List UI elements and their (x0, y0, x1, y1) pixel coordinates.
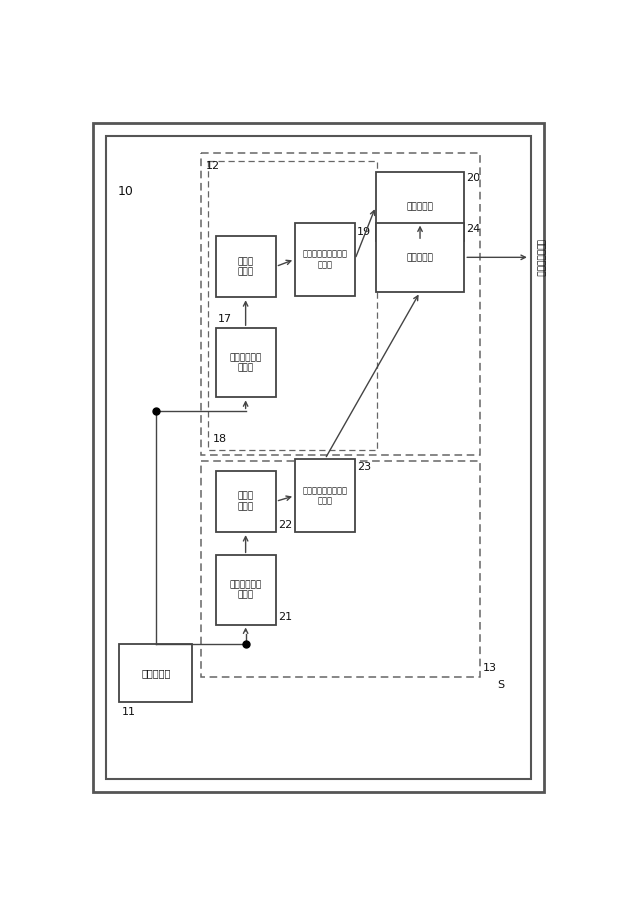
Text: データ
保存部: データ 保存部 (238, 257, 254, 276)
Text: テンプレート
作成部: テンプレート 作成部 (230, 353, 262, 372)
Text: 12: 12 (206, 160, 220, 170)
Bar (201, 153, 480, 455)
Text: オプティカルフロー
検出部: オプティカルフロー 検出部 (302, 249, 348, 269)
Bar (216, 555, 276, 624)
Text: 21: 21 (278, 612, 292, 622)
Bar (376, 172, 464, 241)
Bar (216, 236, 276, 297)
Bar (295, 459, 355, 532)
Text: オプティカルフロー
検出部: オプティカルフロー 検出部 (302, 486, 348, 506)
Text: 11: 11 (122, 708, 136, 718)
Text: モータ驱動部へ: モータ驱動部へ (535, 238, 544, 276)
Text: 19: 19 (357, 226, 371, 237)
Text: テンプレート
作成部: テンプレート 作成部 (230, 580, 262, 600)
Text: 20: 20 (466, 173, 481, 183)
Text: 18: 18 (213, 434, 226, 444)
Bar (216, 328, 276, 398)
Bar (201, 461, 480, 677)
Bar (106, 136, 531, 779)
Text: 22: 22 (278, 519, 292, 529)
Text: 10: 10 (118, 186, 134, 198)
Bar (208, 161, 378, 450)
Text: 画像入力部: 画像入力部 (141, 668, 170, 678)
Bar (216, 470, 276, 532)
Text: 23: 23 (357, 462, 371, 472)
Text: 13: 13 (483, 663, 497, 673)
Text: 三角測量部: 三角測量部 (407, 253, 434, 262)
Bar (295, 223, 355, 296)
Text: S: S (498, 680, 504, 689)
Bar (376, 223, 464, 292)
Bar (119, 644, 192, 701)
Text: データ
保存部: データ 保存部 (238, 492, 254, 511)
Text: 17: 17 (218, 314, 232, 324)
Text: 距離推定部: 距離推定部 (407, 202, 434, 211)
Text: 24: 24 (466, 224, 481, 234)
